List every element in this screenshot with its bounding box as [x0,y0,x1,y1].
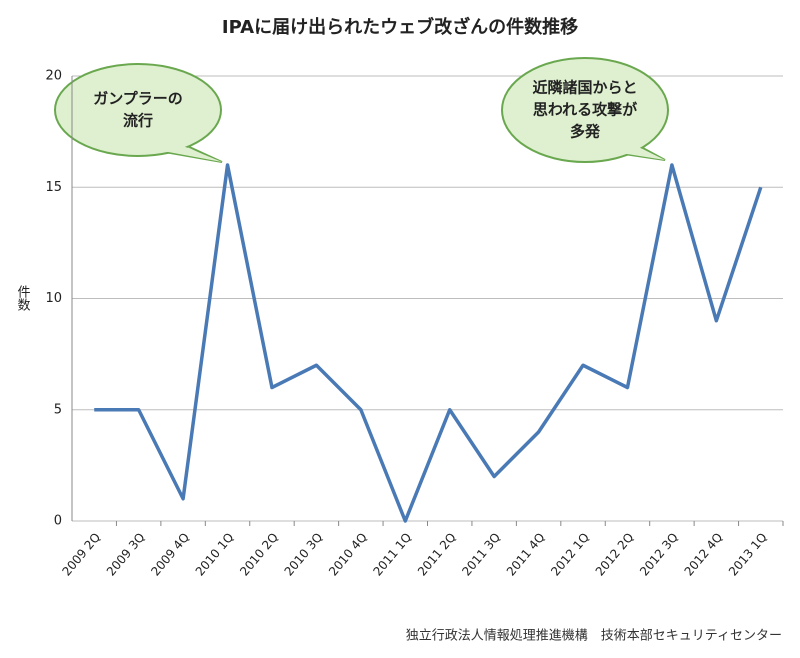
x-tick-label: 2012 3Q [637,530,681,578]
y-tick-label: 20 [45,69,62,84]
x-tick-label: 2010 1Q [193,530,237,578]
x-tick-label: 2011 1Q [370,530,414,578]
callout-bubble [501,57,669,163]
x-tick-label: 2010 3Q [282,530,326,578]
x-tick-label: 2012 2Q [593,530,637,578]
callout-join [163,146,222,162]
y-tick-label: 10 [45,291,62,306]
x-tick-label: 2009 4Q [148,530,192,578]
x-tick-label: 2012 4Q [682,530,726,578]
annotation-text: 思われる攻撃が [533,101,638,119]
callout-2 [501,57,669,163]
y-tick-label: 15 [45,180,62,195]
source-note: 独立行政法人情報処理推進機構 技術本部セキュリティセンター [406,629,782,644]
callout-bubble [54,63,222,157]
annotation-text: 流行 [123,112,153,130]
callout-1 [54,63,223,163]
x-tick-label: 2013 1Q [726,530,770,578]
x-tick-label: 2009 2Q [59,530,103,578]
data-line [94,163,763,523]
x-tick-label: 2012 1Q [548,530,592,578]
chart-title: IPAに届け出られたウェブ改ざんの件数推移 [222,16,578,38]
callout-join [608,141,665,160]
annotation-text: 近隣諸国からと [532,79,637,97]
x-tick-label: 2009 3Q [104,530,148,578]
y-tick-label: 5 [54,402,62,417]
x-tick-label: 2010 4Q [326,530,370,578]
y-axis-label: 件数 [15,285,31,311]
y-tick-label: 0 [54,514,62,529]
x-tick-label: 2011 4Q [504,530,548,578]
x-tick-label: 2011 3Q [459,530,503,578]
annotation-text: ガンプラーの [93,90,183,108]
x-tick-label: 2010 2Q [237,530,281,578]
x-tick-label: 2011 2Q [415,530,459,578]
annotation-text: 多発 [570,123,601,141]
